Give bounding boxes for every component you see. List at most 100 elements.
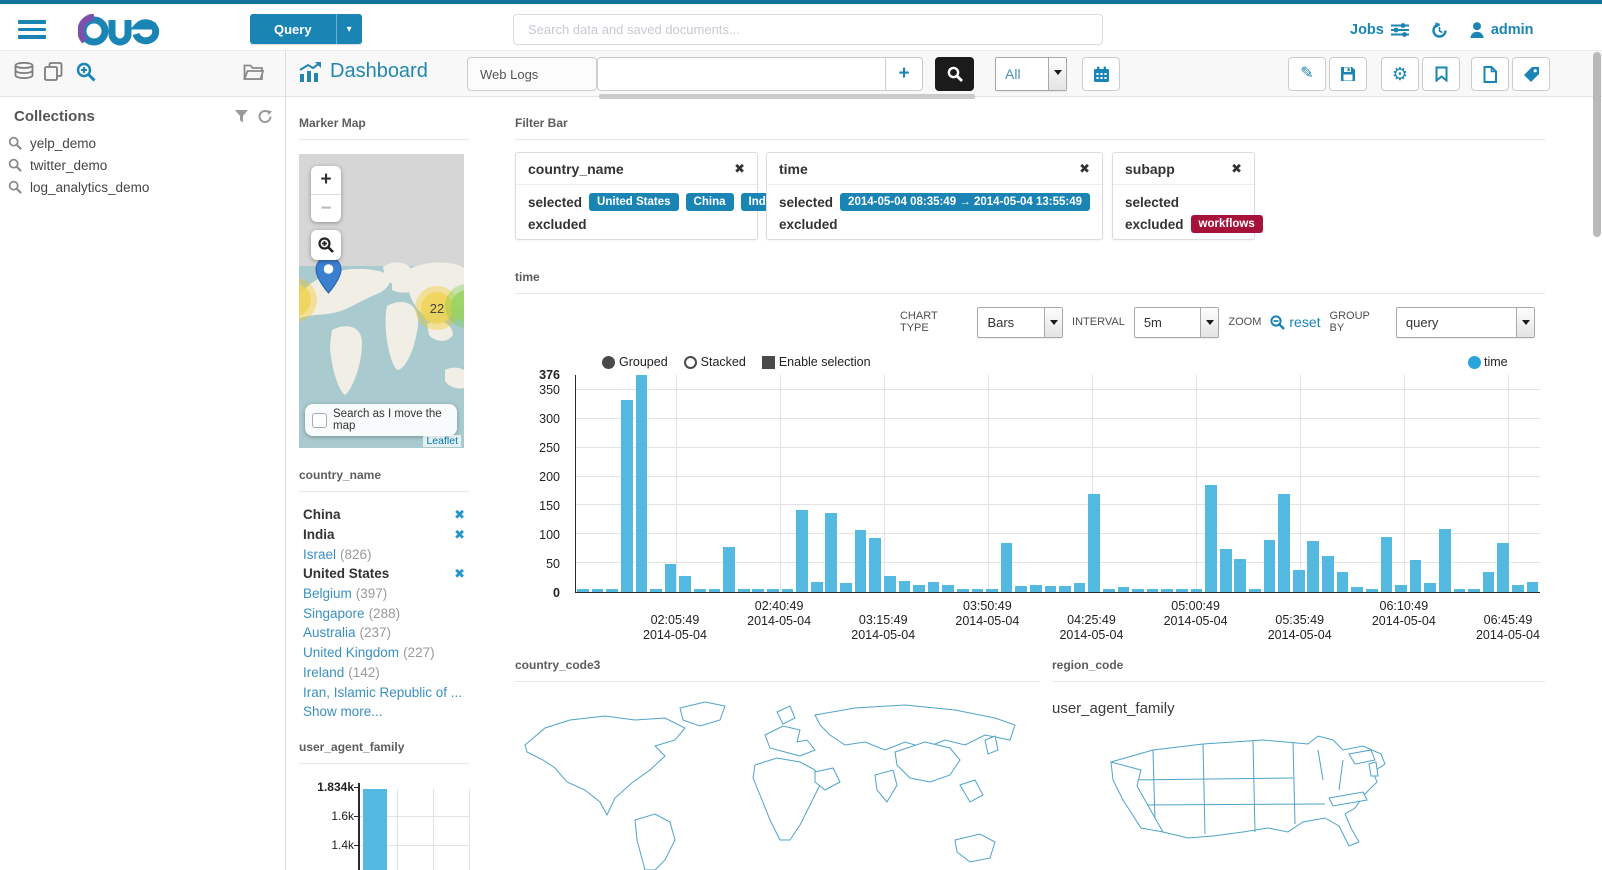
facet-value[interactable]: India: [303, 527, 335, 543]
new-document-button[interactable]: [1471, 57, 1509, 91]
chart-bar[interactable]: [898, 581, 911, 592]
chart-bar[interactable]: [927, 582, 940, 592]
legend-enable-selection[interactable]: Enable selection: [761, 355, 871, 369]
chart-bar[interactable]: [1468, 589, 1480, 592]
scope-select[interactable]: All: [995, 57, 1067, 91]
chart-bar[interactable]: [1263, 540, 1276, 592]
chart-bar[interactable]: [1219, 548, 1232, 592]
chart-type-select[interactable]: Bars: [977, 306, 1064, 338]
chart-bar[interactable]: [1117, 587, 1130, 592]
filter-value-badge[interactable]: workflows: [1190, 215, 1263, 233]
dashboard-query-input[interactable]: [597, 57, 885, 91]
chart-bar[interactable]: [1395, 585, 1407, 592]
chart-bar[interactable]: [1409, 560, 1422, 592]
facet-value[interactable]: United States: [303, 566, 390, 582]
calendar-button[interactable]: [1082, 57, 1120, 91]
facet-value[interactable]: United Kingdom: [303, 645, 400, 661]
group-by-select[interactable]: query: [1395, 306, 1535, 338]
us-states-map[interactable]: [1093, 720, 1423, 870]
facet-value[interactable]: Israel: [303, 546, 337, 562]
chart-bar[interactable]: [854, 530, 867, 592]
chart-bar[interactable]: [956, 589, 969, 592]
chart-bar[interactable]: [606, 589, 619, 592]
chart-bar[interactable]: [679, 575, 692, 592]
chart-bar[interactable]: [664, 564, 677, 592]
chart-bar[interactable]: [1161, 589, 1174, 592]
chart-bar[interactable]: [1059, 585, 1071, 592]
leaflet-attribution-link[interactable]: Leaflet: [423, 435, 461, 447]
chart-bar[interactable]: [1424, 583, 1436, 592]
chart-bar[interactable]: [1102, 589, 1115, 592]
chart-bar[interactable]: [1336, 571, 1349, 592]
chart-bar[interactable]: [869, 537, 881, 592]
chart-bar[interactable]: [840, 583, 852, 592]
chart-bar[interactable]: [883, 576, 896, 592]
chart-bar[interactable]: [1497, 542, 1510, 592]
chart-bar[interactable]: [1482, 571, 1495, 592]
facet-value[interactable]: Iran, Islamic Republic of ...: [303, 684, 463, 700]
chart-bar[interactable]: [694, 589, 706, 592]
close-icon[interactable]: ✖: [1079, 161, 1090, 176]
chart-bar[interactable]: [1438, 528, 1451, 592]
global-search-input[interactable]: [513, 14, 1103, 45]
close-icon[interactable]: ✖: [734, 161, 745, 176]
collection-item[interactable]: twitter_demo: [8, 154, 278, 176]
chart-bar[interactable]: [1322, 556, 1334, 592]
legend-stacked[interactable]: Stacked: [683, 355, 746, 369]
filter-funnel-icon[interactable]: [235, 110, 248, 123]
remove-facet-icon[interactable]: ✖: [454, 565, 465, 581]
chart-bar[interactable]: [1205, 485, 1217, 592]
chart-bar[interactable]: [1190, 589, 1203, 592]
copy-documents-icon[interactable]: [44, 62, 63, 81]
horizontal-scrollbar-thumb[interactable]: [599, 94, 975, 99]
time-bar-chart[interactable]: [575, 375, 1540, 593]
chart-bar[interactable]: [1380, 537, 1393, 592]
filter-value-badge[interactable]: United States: [589, 193, 679, 211]
chart-bar[interactable]: [913, 585, 925, 592]
settings-button[interactable]: ⚙: [1381, 57, 1419, 91]
facet-value[interactable]: Australia: [303, 625, 356, 641]
chart-bar[interactable]: [737, 589, 750, 592]
refresh-icon[interactable]: [258, 110, 272, 123]
facet-value[interactable]: Singapore: [303, 605, 365, 621]
query-button-label[interactable]: Query: [250, 14, 336, 44]
chart-bar[interactable]: [1526, 582, 1539, 592]
facet-value[interactable]: Ireland: [303, 664, 345, 680]
chart-bar[interactable]: [1365, 589, 1378, 592]
chart-bar[interactable]: [1278, 493, 1290, 592]
chart-bar[interactable]: [650, 589, 662, 592]
zoom-reset-link[interactable]: reset: [1270, 314, 1321, 330]
filter-value-badge[interactable]: 2014-05-04 08:35:49 → 2014-05-04 13:55:4…: [840, 193, 1091, 211]
map-box-zoom-button[interactable]: [311, 230, 341, 260]
close-icon[interactable]: ✖: [1231, 161, 1242, 176]
series-legend[interactable]: time: [1468, 355, 1508, 369]
query-dropdown-caret[interactable]: ▾: [335, 14, 362, 44]
chart-bar[interactable]: [1453, 589, 1466, 592]
chart-bar[interactable]: [1176, 589, 1188, 592]
database-icon[interactable]: [14, 62, 34, 80]
collection-item[interactable]: yelp_demo: [8, 132, 278, 154]
map-marker-pin-icon[interactable]: [315, 256, 342, 294]
marker-map[interactable]: 5 22 2 + − Search as I move the map Leaf…: [299, 154, 464, 448]
chart-bar[interactable]: [591, 589, 604, 592]
chart-bar[interactable]: [971, 589, 984, 592]
edit-dashboard-button[interactable]: ✎: [1288, 57, 1326, 91]
search-submit-button[interactable]: [935, 57, 974, 91]
chart-bar[interactable]: [810, 581, 823, 592]
chart-bar[interactable]: [767, 589, 779, 592]
facet-value[interactable]: Belgium: [303, 586, 352, 602]
chart-bar[interactable]: [577, 589, 589, 592]
bookmark-button[interactable]: [1422, 57, 1460, 91]
jobs-link[interactable]: Jobs: [1350, 22, 1409, 38]
collection-name-box[interactable]: Web Logs: [467, 57, 597, 91]
chart-bar[interactable]: [620, 399, 633, 592]
save-button[interactable]: [1329, 57, 1367, 91]
chart-bar[interactable]: [942, 585, 954, 592]
user-menu[interactable]: admin: [1470, 22, 1534, 38]
interval-select[interactable]: 5m: [1133, 306, 1220, 338]
zoom-in-search-icon[interactable]: [76, 62, 96, 82]
show-more-label[interactable]: Show more...: [303, 704, 383, 720]
mini-chart-bar[interactable]: [363, 789, 387, 870]
chart-bar[interactable]: [1000, 542, 1013, 592]
chart-bar[interactable]: [1088, 493, 1101, 592]
